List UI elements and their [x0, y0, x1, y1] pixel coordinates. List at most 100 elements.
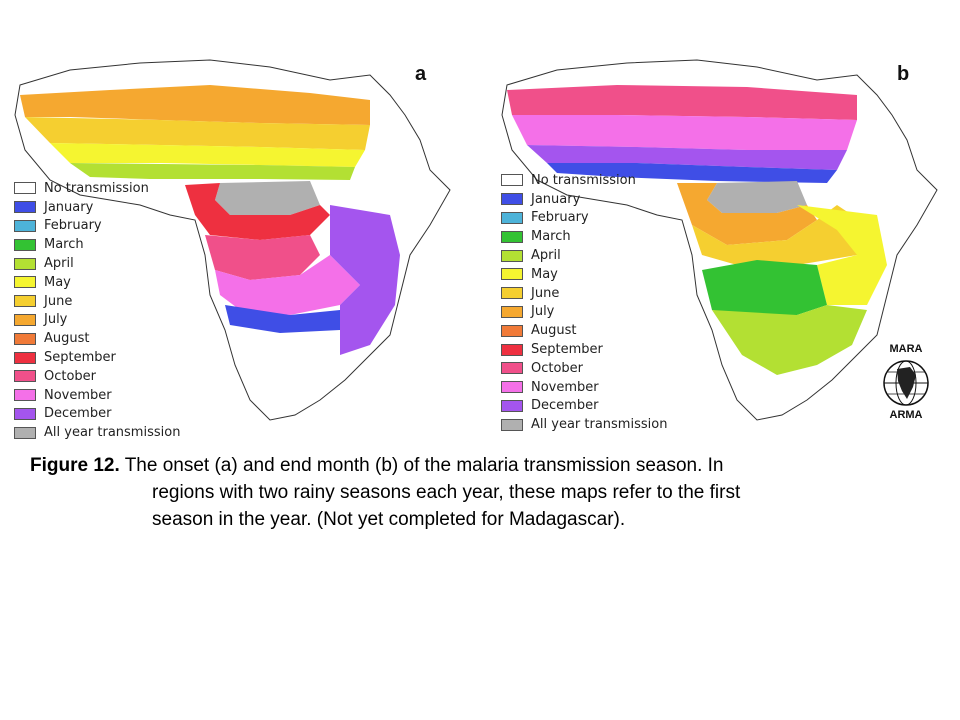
legend-item: October — [501, 359, 667, 378]
legend-swatch — [14, 276, 36, 289]
legend-swatch — [14, 332, 36, 345]
band-may — [50, 143, 365, 167]
legend-item: February — [14, 217, 180, 236]
band-all-year — [215, 181, 320, 215]
legend-item: February — [501, 209, 667, 228]
legend-label: May — [531, 266, 558, 282]
band-april — [70, 163, 355, 180]
legend-swatch — [501, 174, 523, 187]
map-panel-onset: a No transmission January February March… — [10, 55, 460, 445]
legend-label: January — [531, 191, 581, 207]
band-january — [547, 163, 837, 183]
legend-swatch — [501, 399, 523, 412]
africa-end-map — [501, 59, 938, 421]
legend-swatch — [501, 287, 523, 300]
legend-label: June — [44, 293, 73, 309]
legend-label: September — [531, 342, 603, 358]
legend-label: April — [44, 256, 74, 272]
legend-item: No transmission — [14, 179, 180, 198]
legend-label: No transmission — [531, 172, 636, 188]
legend-item: April — [14, 254, 180, 273]
map-panel-end: b No transmission January February March… — [497, 55, 947, 445]
band-june — [25, 117, 370, 150]
legend-swatch — [501, 343, 523, 356]
legend-swatch — [501, 268, 523, 281]
band-march — [702, 260, 827, 317]
legend-item: September — [501, 340, 667, 359]
legend-label: June — [531, 285, 560, 301]
legend-label: August — [531, 323, 577, 339]
mara-arma-logo: MARA ARMA — [880, 343, 932, 423]
legend-label: July — [531, 304, 555, 320]
legend-b: No transmission January February March A… — [501, 171, 667, 434]
legend-label: May — [44, 274, 71, 290]
legend-swatch — [501, 230, 523, 243]
legend-swatch — [14, 257, 36, 270]
band-july — [20, 85, 370, 125]
legend-item: March — [14, 235, 180, 254]
legend-label: December — [531, 398, 599, 414]
legend-item: All year transmission — [14, 423, 180, 442]
legend-label: February — [531, 210, 589, 226]
logo-bottom-text: ARMA — [889, 409, 923, 421]
band-october — [507, 85, 857, 120]
figure-caption: Figure 12. The onset (a) and end month (… — [30, 452, 930, 533]
legend-label: October — [531, 360, 584, 376]
legend-label: March — [44, 237, 84, 253]
legend-swatch — [501, 249, 523, 262]
legend-swatch — [501, 211, 523, 224]
band-december — [330, 205, 400, 355]
band-all-year — [707, 181, 807, 213]
legend-label: February — [44, 218, 102, 234]
legend-label: November — [44, 387, 112, 403]
panel-letter-a: a — [415, 63, 427, 85]
legend-item: No transmission — [501, 171, 667, 190]
legend-swatch — [14, 426, 36, 439]
legend-item: November — [14, 386, 180, 405]
legend-item: January — [501, 190, 667, 209]
legend-item: May — [14, 273, 180, 292]
legend-item: September — [14, 348, 180, 367]
legend-item: June — [14, 292, 180, 311]
legend-swatch — [501, 418, 523, 431]
legend-item: July — [14, 311, 180, 330]
legend-item: All year transmission — [501, 415, 667, 434]
legend-swatch — [501, 381, 523, 394]
legend-label: October — [44, 368, 97, 384]
legend-swatch — [501, 362, 523, 375]
caption-line-1: The onset (a) and end month (b) of the m… — [124, 455, 724, 476]
legend-item: October — [14, 367, 180, 386]
panel-letter-b: b — [897, 63, 910, 85]
legend-label: November — [531, 379, 599, 395]
legend-item: August — [501, 321, 667, 340]
band-april — [712, 305, 867, 375]
legend-label: December — [44, 406, 112, 422]
band-july — [677, 183, 817, 245]
legend-label: All year transmission — [531, 417, 668, 433]
legend-label: No transmission — [44, 180, 149, 196]
legend-item: December — [501, 397, 667, 416]
legend-label: January — [44, 199, 94, 215]
legend-swatch — [14, 407, 36, 420]
legend-a: No transmission January February March A… — [14, 179, 180, 442]
legend-item: August — [14, 329, 180, 348]
legend-item: July — [501, 303, 667, 322]
legend-swatch — [14, 238, 36, 251]
caption-line-3: season in the year. (Not yet completed f… — [152, 509, 626, 530]
legend-swatch — [14, 219, 36, 232]
legend-item: March — [501, 227, 667, 246]
figure-label: Figure 12. — [30, 455, 120, 476]
legend-swatch — [14, 313, 36, 326]
legend-label: All year transmission — [44, 425, 181, 441]
band-january — [225, 305, 340, 333]
legend-swatch — [14, 182, 36, 195]
band-december — [527, 145, 847, 170]
band-october-south — [205, 235, 320, 280]
caption-line-2: regions with two rainy seasons each year… — [152, 482, 741, 503]
legend-item: June — [501, 284, 667, 303]
legend-swatch — [14, 389, 36, 402]
legend-swatch — [14, 351, 36, 364]
band-november — [215, 255, 360, 315]
legend-item: January — [14, 198, 180, 217]
legend-swatch — [501, 324, 523, 337]
